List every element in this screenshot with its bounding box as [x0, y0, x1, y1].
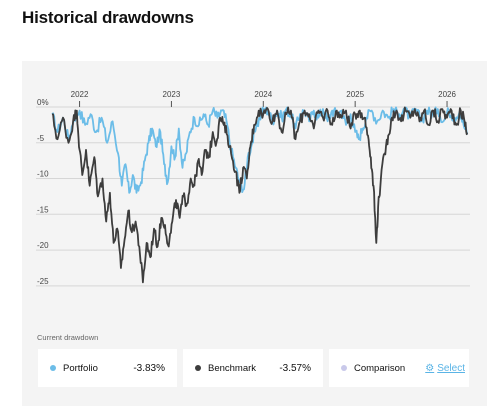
x-tick-label: 2024 — [254, 90, 272, 99]
benchmark-card-label: Benchmark — [208, 362, 257, 374]
drawdown-chart: 2022 2023 2024 2025 2026 0% -5 -10 -15 -20 -25 — [36, 90, 470, 287]
x-tick-label: 2025 — [346, 90, 364, 99]
select-link-label: Select — [437, 362, 465, 374]
portfolio-series-line — [51, 106, 469, 194]
current-drawdown-label: Current drawdown — [37, 333, 99, 342]
portfolio-card-value: -3.83% — [133, 362, 165, 374]
y-tick-label: -10 — [37, 170, 49, 179]
chart-lines — [51, 106, 469, 284]
y-tick-label: -15 — [37, 205, 49, 214]
x-tick-label: 2022 — [71, 90, 89, 99]
benchmark-series-line — [51, 106, 469, 284]
y-tick-label: -20 — [37, 241, 49, 250]
portfolio-dot — [50, 365, 56, 371]
portfolio-card: Portfolio -3.83% — [38, 349, 177, 387]
benchmark-card: Benchmark -3.57% — [183, 349, 323, 387]
x-tick-label: 2023 — [163, 90, 181, 99]
y-axis: 0% -5 -10 -15 -20 -25 — [37, 98, 49, 286]
page-title: Historical drawdowns — [22, 8, 194, 27]
benchmark-card-value: -3.57% — [279, 362, 311, 374]
gear-icon: ⚙ — [425, 362, 435, 374]
comparison-dot — [341, 365, 347, 371]
y-tick-label: -5 — [37, 134, 45, 143]
benchmark-dot — [195, 365, 201, 371]
y-tick-label: 0% — [37, 98, 49, 107]
y-tick-label: -25 — [37, 277, 49, 286]
x-axis: 2022 2023 2024 2025 2026 — [71, 90, 456, 107]
portfolio-card-label: Portfolio — [63, 362, 98, 374]
comparison-card-label: Comparison — [354, 362, 406, 374]
comparison-card: Comparison ⚙ Select — [329, 349, 469, 387]
select-comparison-link[interactable]: ⚙ Select — [425, 363, 465, 374]
x-tick-label: 2026 — [438, 90, 456, 99]
